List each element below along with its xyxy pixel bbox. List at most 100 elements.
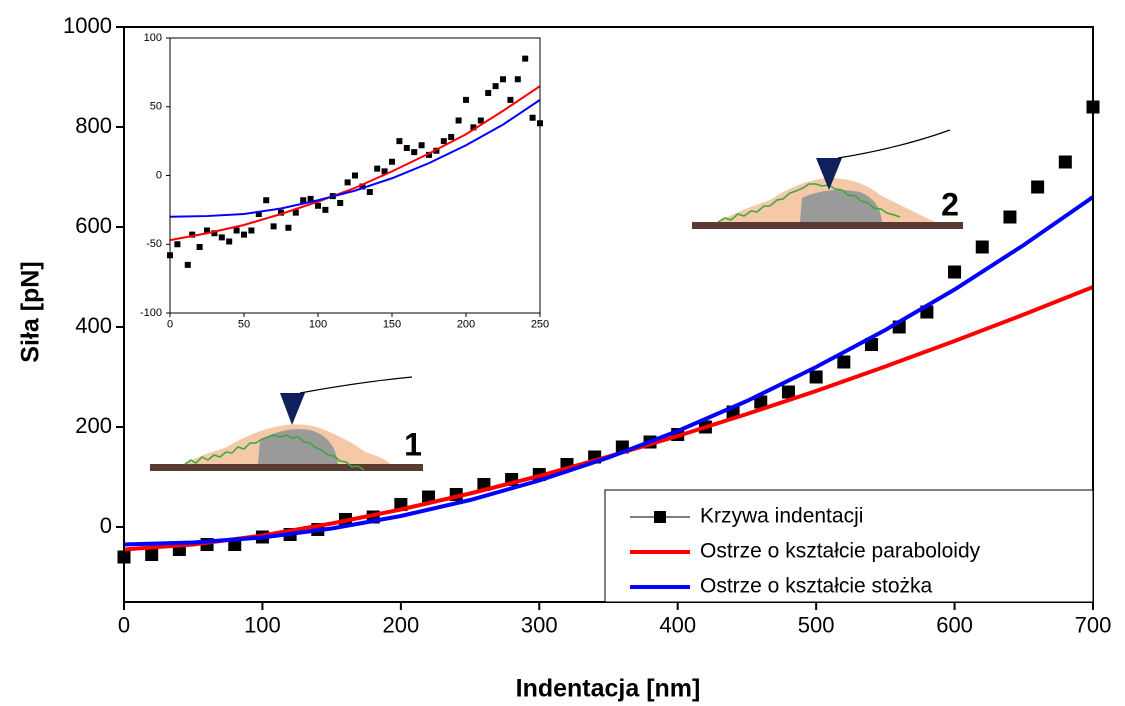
- illustration-1: [150, 376, 423, 471]
- fit-line: [169, 85, 541, 242]
- legend-label: Krzywa indentacji: [700, 505, 863, 528]
- y-axis-label: Siła [pN]: [17, 261, 45, 362]
- data-point: [233, 227, 240, 234]
- y-tick-label: 200: [75, 413, 112, 438]
- data-point: [1058, 155, 1072, 169]
- data-point: [522, 55, 529, 62]
- y-tick-label: 1000: [63, 13, 112, 38]
- x-tick-label: 200: [457, 318, 475, 330]
- data-point: [470, 124, 477, 131]
- data-point: [211, 230, 218, 237]
- illustration-2: [692, 129, 963, 229]
- data-point: [426, 151, 432, 158]
- data-point: [754, 395, 768, 409]
- data-point: [218, 234, 225, 241]
- data-point: [422, 490, 436, 504]
- data-point: [485, 90, 492, 96]
- x-tick-label: 50: [238, 318, 250, 330]
- x-tick-label: 100: [244, 612, 281, 637]
- data-point: [1003, 210, 1017, 224]
- legend-marker: [654, 511, 666, 523]
- data-point: [809, 370, 823, 384]
- x-tick-label: 150: [383, 318, 401, 330]
- x-tick-label: 400: [659, 612, 696, 637]
- data-point: [315, 202, 321, 209]
- y-tick-label: -100: [140, 307, 162, 319]
- data-point: [352, 172, 358, 179]
- y-tick-label: -50: [146, 238, 162, 250]
- x-tick-label: 600: [936, 612, 973, 637]
- data-point: [270, 223, 277, 230]
- data-point: [411, 149, 418, 156]
- data-point: [366, 189, 373, 195]
- x-tick-label: 700: [1075, 612, 1112, 637]
- data-point: [500, 76, 506, 83]
- data-point: [174, 241, 181, 248]
- y-tick-label: 0: [100, 513, 112, 538]
- data-point: [507, 96, 514, 103]
- data-point: [292, 209, 299, 216]
- x-tick-label: 250: [531, 318, 549, 330]
- legend-box: [604, 489, 1094, 603]
- x-axis-label: Indentacja [nm]: [516, 675, 701, 703]
- data-point: [189, 231, 196, 238]
- x-tick-label: 100: [309, 318, 327, 330]
- data-point: [145, 548, 159, 561]
- data-point: [1031, 180, 1045, 194]
- data-point: [837, 355, 851, 369]
- data-point: [418, 142, 425, 149]
- y-tick-label: 50: [150, 101, 162, 113]
- data-point: [204, 227, 210, 234]
- y-tick-label: 400: [75, 313, 112, 338]
- data-point: [463, 96, 469, 103]
- data-point: [248, 227, 255, 234]
- x-tick-label: 0: [118, 612, 130, 637]
- x-tick-label: 300: [521, 612, 558, 637]
- data-point: [381, 168, 388, 175]
- data-point: [455, 117, 462, 124]
- fit-line: [123, 195, 1095, 547]
- x-tick-label: 500: [798, 612, 835, 637]
- y-tick-label: 100: [144, 32, 162, 44]
- annotation: 1: [404, 426, 422, 462]
- data-point: [196, 244, 203, 250]
- y-tick-label: 600: [75, 213, 112, 238]
- data-point: [255, 211, 262, 217]
- data-point: [514, 76, 521, 83]
- annotation: 2: [941, 186, 959, 222]
- chart: 0 100 200 300 400 500 600 70002004006008001000K…: [63, 13, 1111, 638]
- data-point: [477, 117, 484, 124]
- data-point: [492, 83, 499, 90]
- data-point: [344, 179, 351, 186]
- data-point: [975, 240, 989, 254]
- data-point: [781, 385, 795, 399]
- data-point: [948, 265, 962, 279]
- data-point: [337, 200, 344, 206]
- x-tick-label: 0: [167, 318, 173, 330]
- fit-line: [169, 99, 541, 218]
- x-tick-label: 200: [382, 612, 419, 637]
- data-point: [389, 158, 395, 165]
- data-point: [184, 261, 191, 268]
- data-point: [448, 134, 455, 140]
- data-point: [396, 138, 403, 145]
- data-point: [322, 206, 329, 213]
- y-tick-label: 800: [75, 113, 112, 138]
- data-point: [374, 165, 381, 172]
- data-point: [529, 114, 536, 121]
- data-point: [226, 238, 233, 245]
- data-point: [285, 224, 292, 231]
- legend-label: Ostrze o kształcie paraboloidy: [700, 540, 981, 563]
- legend-label: Ostrze o kształcie stożka: [700, 575, 933, 598]
- data-point: [403, 145, 410, 151]
- data-point: [359, 183, 366, 190]
- chart: 0 50 100 150 200 250 -100 -50 0 50 100: [140, 32, 549, 331]
- data-point: [278, 209, 284, 216]
- y-tick-label: 0: [156, 169, 162, 181]
- legend: Krzywa indentacji Ostrze o kształcie para…: [604, 489, 1094, 603]
- data-point: [300, 197, 307, 204]
- data-point: [307, 195, 314, 202]
- data-point: [241, 231, 247, 238]
- data-point: [263, 197, 270, 204]
